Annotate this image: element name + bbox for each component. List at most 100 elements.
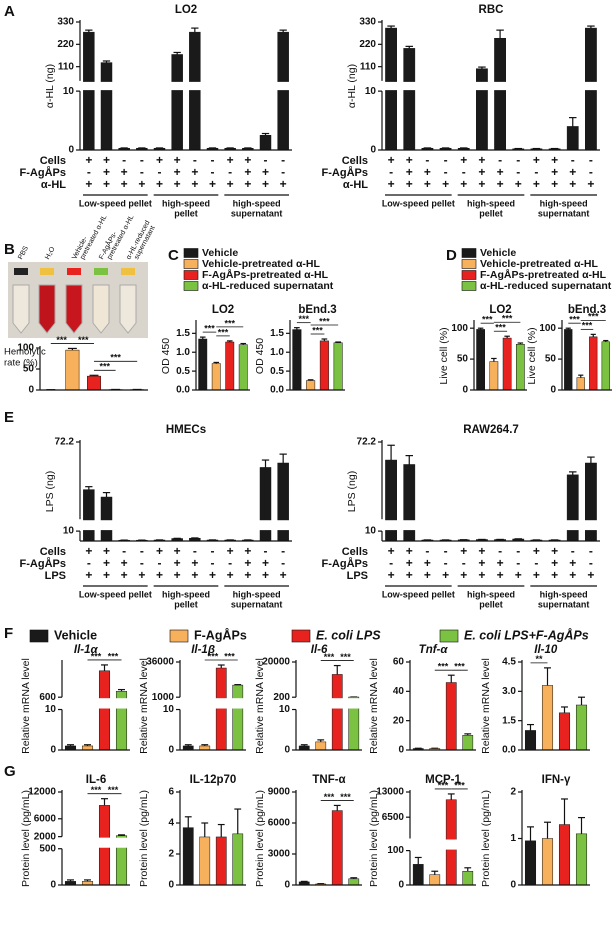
legend-swatch xyxy=(461,259,477,269)
row-sign: + xyxy=(174,165,181,179)
row-sign: + xyxy=(497,568,504,582)
row-sign: + xyxy=(515,177,522,191)
significance-label: *** xyxy=(204,323,215,333)
y-tick-label: 0 xyxy=(398,880,404,891)
row-sign: + xyxy=(388,568,395,582)
bar xyxy=(476,329,485,391)
panel-letter: C xyxy=(168,247,179,264)
y-axis-label: Protein level (pg/mL) xyxy=(254,790,266,887)
row-sign: + xyxy=(262,568,269,582)
row-sign: - xyxy=(158,165,162,179)
y-tick-label: 0 xyxy=(50,745,56,756)
y-tick-label: 1000 xyxy=(152,692,175,703)
bar xyxy=(64,745,77,751)
row-sign: + xyxy=(191,568,198,582)
photo-label: PBS xyxy=(17,245,30,261)
y-tick-label: 40 xyxy=(393,686,405,697)
row-sign: - xyxy=(498,153,502,167)
row-sign: + xyxy=(497,177,504,191)
group-label: high-speed xyxy=(540,198,588,208)
chart-title: bEnd.3 xyxy=(298,304,336,316)
significance-label: *** xyxy=(108,651,119,661)
group-label: supernatant xyxy=(538,599,590,609)
group-label: high-speed xyxy=(233,589,281,599)
row-sign: + xyxy=(406,556,413,570)
row-sign: + xyxy=(442,177,449,191)
bar xyxy=(65,349,80,391)
row-sign: + xyxy=(533,568,540,582)
y-tick-label: 0 xyxy=(398,745,404,756)
axis-break xyxy=(379,81,601,91)
legend-label: Vehicle xyxy=(54,628,97,642)
row-sign: + xyxy=(209,568,216,582)
chart-title: RAW264.7 xyxy=(463,424,519,436)
bar xyxy=(489,361,499,391)
photo xyxy=(8,262,148,338)
row-sign: - xyxy=(281,544,285,558)
chart-title: LO2 xyxy=(175,4,197,16)
bar xyxy=(575,704,588,751)
bar xyxy=(315,741,327,751)
chart-title: TNF-α xyxy=(312,774,345,786)
y-tick-label: 0 xyxy=(28,385,34,396)
bar xyxy=(298,745,310,751)
y-axis-label: LPS (ng) xyxy=(346,471,358,512)
row-label: Cells xyxy=(40,546,66,558)
significance-label: *** xyxy=(340,792,351,802)
y-axis-label: LPS (ng) xyxy=(44,471,56,512)
group-label: high-speed xyxy=(467,589,515,599)
row-sign: + xyxy=(85,177,92,191)
bar xyxy=(412,864,424,886)
bar xyxy=(182,745,194,751)
row-sign: - xyxy=(534,556,538,570)
legend-label: Vehicle-pretreated α-HL xyxy=(202,258,320,270)
row-sign: + xyxy=(174,153,181,167)
y-tick-label: 9000 xyxy=(268,787,291,798)
row-sign: + xyxy=(227,153,234,167)
bar xyxy=(211,363,221,391)
y-tick-label: 0.0 xyxy=(176,385,190,396)
row-sign: - xyxy=(140,556,144,570)
y-tick-label: 1.5 xyxy=(502,715,516,726)
y-tick-label: 4.5 xyxy=(502,657,516,668)
row-sign: + xyxy=(85,153,92,167)
row-sign: + xyxy=(262,165,269,179)
row-sign: - xyxy=(281,153,285,167)
legend-swatch xyxy=(439,629,459,643)
axis-break xyxy=(379,520,601,531)
row-sign: + xyxy=(174,556,181,570)
axis-break xyxy=(77,81,293,91)
chart-title: LO2 xyxy=(489,304,511,316)
significance-label: *** xyxy=(110,353,121,363)
row-sign: + xyxy=(103,165,110,179)
bar xyxy=(232,684,244,751)
y-tick-label: 6 xyxy=(168,787,174,798)
row-sign: - xyxy=(211,544,215,558)
bar xyxy=(171,54,183,151)
row-sign: + xyxy=(587,177,594,191)
chart-title: Il-10 xyxy=(534,644,558,656)
y-tick-label: 12000 xyxy=(28,787,56,798)
row-sign: + xyxy=(121,177,128,191)
row-sign: + xyxy=(280,568,287,582)
significance-label: *** xyxy=(224,651,235,661)
row-sign: - xyxy=(140,165,144,179)
y-tick-label: 0 xyxy=(370,145,376,156)
y-tick-label: 1.0 xyxy=(270,347,284,358)
bar xyxy=(319,340,329,391)
y-tick-label: 2 xyxy=(510,787,516,798)
bar xyxy=(232,833,244,886)
row-sign: + xyxy=(244,568,251,582)
bar xyxy=(575,833,588,886)
bar xyxy=(494,37,506,151)
row-sign: + xyxy=(103,568,110,582)
group-label: Low-speed pellet xyxy=(79,198,152,208)
row-sign: - xyxy=(589,153,593,167)
axis-break xyxy=(59,837,131,848)
y-tick-label: 36000 xyxy=(146,657,174,668)
bar xyxy=(524,730,537,751)
row-sign: - xyxy=(211,556,215,570)
legend-label: E. coli LPS+F-AgÅPs xyxy=(464,628,589,642)
row-sign: + xyxy=(533,153,540,167)
